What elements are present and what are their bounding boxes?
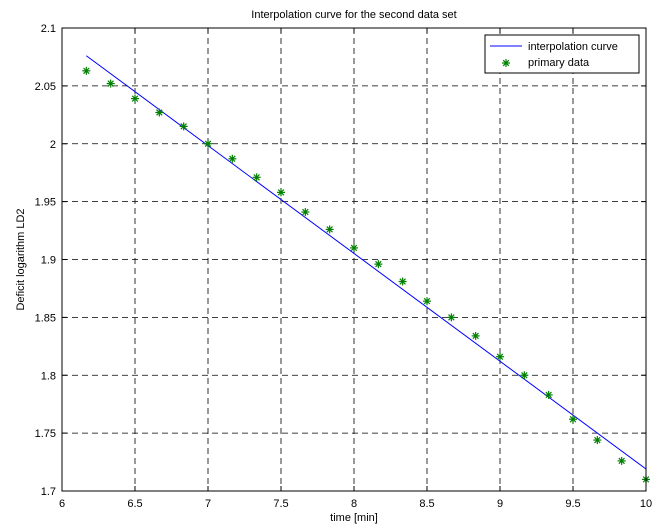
data-point	[179, 122, 188, 131]
y-tick-label: 1.9	[41, 255, 56, 267]
data-point	[277, 188, 285, 197]
data-point	[252, 173, 261, 182]
x-tick-label: 6	[59, 498, 65, 510]
x-axis-label: time [min]	[330, 512, 378, 524]
y-tick-label: 1.8	[41, 370, 56, 382]
data-point	[301, 208, 310, 217]
data-point	[593, 436, 602, 445]
data-point	[520, 371, 529, 380]
legend-marker-swatch	[502, 59, 510, 67]
data-point	[374, 260, 383, 269]
data-point	[471, 331, 480, 340]
x-tick-label: 6.5	[127, 498, 142, 510]
data-point	[398, 277, 407, 286]
y-tick-label: 2.05	[35, 81, 56, 93]
data-point	[155, 108, 164, 117]
x-tick-label: 9.5	[565, 498, 580, 510]
data-point	[350, 243, 358, 252]
y-tick-label: 1.85	[35, 312, 56, 324]
x-tick-label: 8	[351, 498, 357, 510]
data-point	[228, 154, 237, 163]
data-point	[325, 225, 334, 234]
chart-title: Interpolation curve for the second data …	[251, 9, 456, 21]
data-point	[204, 139, 212, 148]
x-tick-label: 8.5	[419, 498, 434, 510]
legend-label-primary-data: primary data	[528, 57, 590, 69]
y-tick-label: 1.75	[35, 428, 56, 440]
y-tick-label: 1.95	[35, 197, 56, 209]
data-point	[423, 297, 431, 306]
data-point	[131, 94, 139, 103]
x-tick-label: 9	[497, 498, 503, 510]
data-point	[447, 313, 456, 322]
legend-box	[484, 34, 640, 74]
series-layer	[82, 55, 650, 484]
data-point	[617, 456, 626, 465]
x-tick-label: 7.5	[273, 498, 288, 510]
data-point	[569, 415, 577, 424]
y-tick-label: 1.7	[41, 486, 56, 498]
x-tick-label: 7	[205, 498, 211, 510]
interpolation-curve-line	[86, 55, 647, 470]
y-axis-label: Deficit logarithm LD2	[15, 208, 27, 310]
x-tick-label: 10	[640, 498, 652, 510]
data-point	[106, 79, 115, 88]
axes: 6 6.5 7 7.5 8 8.5 9 9.5 10 1.7 1.75 1.8 1.85 1.9 1.95 2…	[35, 23, 653, 510]
y-tick-label: 2	[50, 139, 56, 151]
data-point	[496, 352, 504, 361]
data-point	[544, 390, 553, 399]
legend: interpolation curve primary data	[484, 34, 640, 74]
data-point	[82, 66, 91, 75]
legend-label-interpolation-curve: interpolation curve	[528, 41, 618, 53]
grid	[62, 28, 646, 491]
legend-asterisk	[502, 59, 510, 67]
y-tick-label: 2.1	[41, 23, 56, 35]
